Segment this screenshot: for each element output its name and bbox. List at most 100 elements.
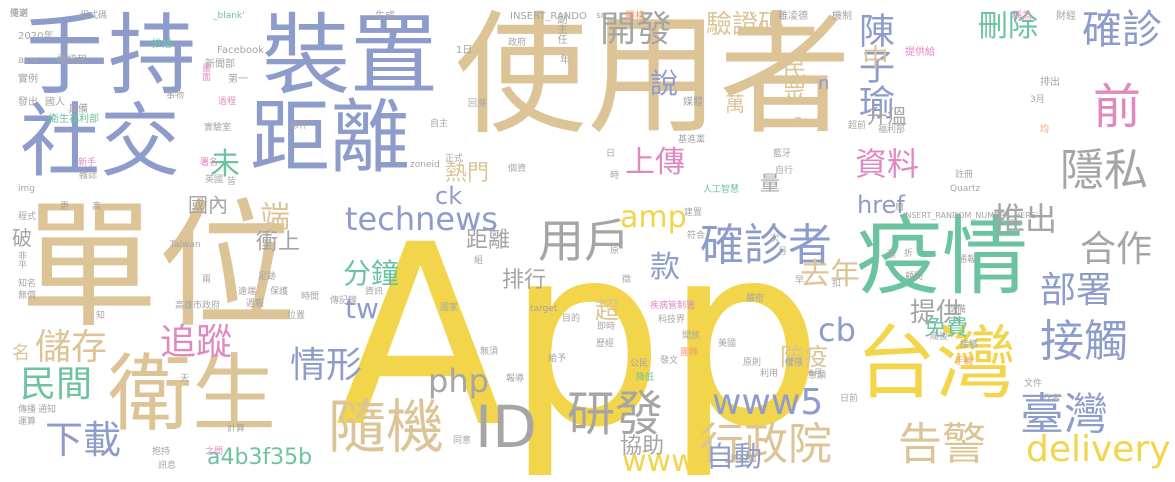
word: 畫面	[200, 63, 210, 81]
word: 具備	[68, 104, 88, 115]
word: 排行	[502, 268, 547, 293]
word: 疫情	[856, 207, 1028, 307]
word: img	[18, 184, 35, 194]
word: 條件	[290, 121, 309, 131]
word: 扣	[832, 279, 842, 289]
word: 建置	[684, 208, 703, 218]
word: 用戶	[538, 214, 630, 268]
word: 發出	[18, 97, 38, 108]
word: 即時	[597, 322, 616, 332]
word: 協助	[620, 434, 665, 459]
word: 美國	[718, 339, 737, 349]
word: Facebook	[217, 45, 264, 56]
word: 科技界	[658, 315, 686, 325]
word: _blank'	[213, 11, 245, 21]
word: 雖凌德	[778, 11, 808, 22]
word: 利用	[760, 369, 779, 379]
word: 日	[606, 149, 616, 159]
word: 距離	[466, 228, 511, 253]
word: 兩	[202, 275, 212, 285]
word: 隨後	[930, 332, 949, 342]
word: 熱門	[445, 161, 490, 186]
word: amp	[620, 200, 687, 235]
word: 顧問	[905, 272, 924, 282]
word: 電訊報	[57, 55, 87, 66]
word: n	[818, 73, 830, 94]
word: 徵	[622, 275, 632, 285]
word: 傳記錄	[330, 296, 358, 306]
word: 衛生	[108, 345, 277, 443]
word: 防疫	[780, 343, 828, 371]
word: 非	[18, 252, 28, 262]
word: 款	[650, 250, 680, 285]
word: 保護	[270, 287, 289, 297]
word: 均	[1040, 125, 1050, 135]
word: 分鐘	[343, 257, 400, 290]
word: 追蹤	[160, 322, 233, 363]
word: 運算	[18, 417, 37, 427]
word: 隱私	[1060, 145, 1148, 196]
word: 提到	[10, 9, 29, 19]
word: Quartz	[950, 184, 981, 194]
word: src	[596, 11, 610, 21]
word: 破	[12, 226, 32, 250]
word: 嚴格	[625, 11, 645, 22]
word: 中	[858, 44, 888, 70]
word: delivery	[1026, 429, 1171, 470]
word: 傳送	[10, 9, 29, 19]
word: 註冊	[955, 170, 974, 180]
word: 財經	[1056, 11, 1076, 22]
word: 2020年	[18, 31, 54, 42]
word: 通報	[958, 255, 977, 265]
word: 接觸	[1040, 316, 1128, 367]
word: 折	[904, 249, 914, 259]
word: 實例	[18, 74, 38, 85]
word: 國內	[188, 193, 228, 217]
word: 前	[1093, 79, 1142, 135]
word: 英國	[205, 175, 224, 185]
word: 刪除	[978, 9, 1038, 44]
word: 陳子瑜	[853, 12, 894, 120]
word: 計算	[227, 424, 246, 434]
word: 確診者	[700, 220, 832, 271]
word: 嚴密	[746, 294, 765, 304]
word: 研發	[567, 386, 664, 442]
word: 傳播	[18, 405, 37, 415]
word: 符合	[687, 231, 706, 241]
word: 發文	[660, 356, 679, 366]
word: www5	[712, 382, 824, 423]
word: 手持	[20, 4, 197, 107]
word: 權限	[785, 358, 804, 368]
word: 資料	[855, 145, 920, 183]
word: 雜誌	[79, 171, 98, 181]
word: 手機	[955, 357, 974, 367]
word: 儲備	[948, 305, 967, 315]
word: 台灣	[856, 317, 1016, 410]
word: 給予	[548, 354, 567, 364]
word: 衝上	[256, 230, 301, 255]
word: 推出	[993, 200, 1058, 238]
word: 署名	[200, 158, 219, 168]
word: 免費	[924, 316, 969, 341]
word: 訊息	[158, 461, 177, 471]
word: 稱為	[1012, 11, 1032, 22]
word: 無償	[18, 291, 37, 301]
word: 時間	[301, 292, 320, 302]
word: 告警	[898, 419, 986, 470]
word: 程式碼	[80, 11, 108, 21]
word: 早	[795, 276, 805, 286]
word: 廣	[895, 203, 905, 213]
word: 目的	[562, 314, 581, 324]
word: 意願	[808, 371, 827, 381]
word: a	[793, 111, 805, 132]
word: 個資	[508, 164, 527, 174]
word: 升溫	[867, 104, 907, 128]
word: 平	[18, 261, 28, 271]
word: 同意	[453, 436, 472, 446]
word: 推播	[152, 39, 172, 50]
word: 說	[650, 67, 679, 100]
word: 名	[12, 343, 30, 364]
word: 提供給	[905, 47, 935, 58]
word: 日前	[840, 394, 859, 404]
word: 社交	[20, 95, 180, 188]
